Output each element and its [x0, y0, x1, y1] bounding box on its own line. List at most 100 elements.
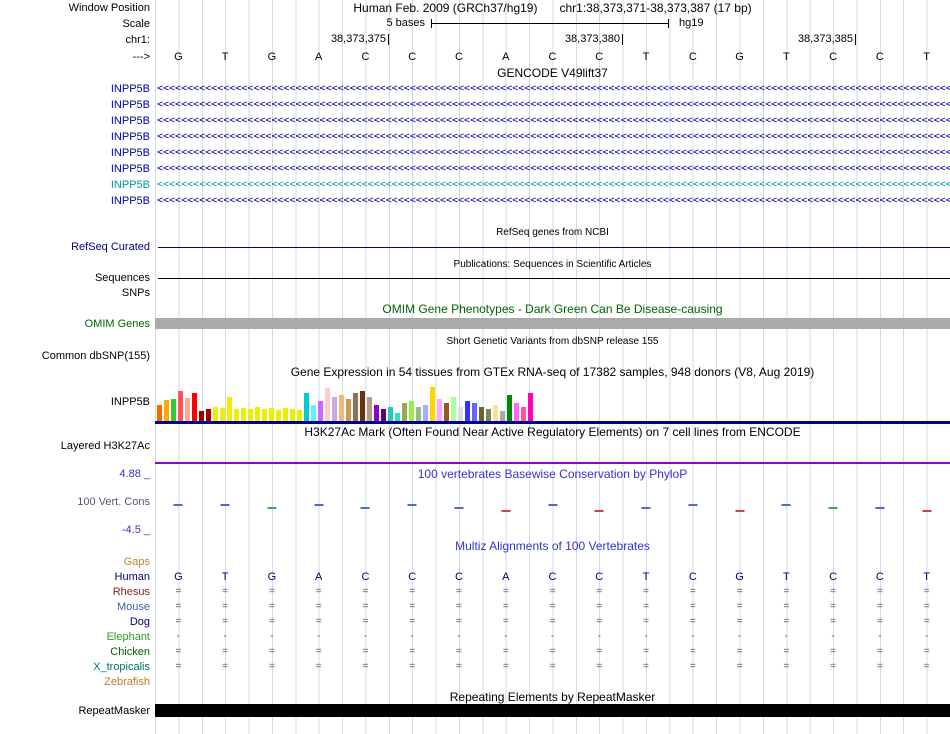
- track-label-layered-h3k27ac[interactable]: Layered H3K27Ac: [60, 440, 150, 452]
- track-label-omim-genes[interactable]: OMIM Genes: [84, 318, 150, 330]
- alignment-symbol: =: [876, 601, 883, 612]
- track-label-snps[interactable]: SNPs: [121, 287, 150, 299]
- dbsnp-track[interactable]: [155, 348, 950, 364]
- track-label-refseq-curated[interactable]: RefSeq Curated: [71, 241, 150, 253]
- alignment-symbol: =: [830, 646, 837, 657]
- phylop-min-value: -4.5 _: [121, 524, 150, 536]
- h3k27ac-track[interactable]: [155, 440, 950, 466]
- alignment-row[interactable]: = = = = = = = = = = = = = = = = =: [155, 614, 950, 629]
- omim-track-title[interactable]: OMIM Gene Phenotypes - Dark Green Can Be…: [382, 302, 723, 316]
- alignment-symbol: =: [268, 601, 275, 612]
- alignment-symbol: -: [784, 631, 788, 642]
- track-label-inpp5b[interactable]: INPP5B: [110, 115, 150, 127]
- dbsnp-track-title[interactable]: Short Genetic Variants from dbSNP releas…: [446, 336, 659, 347]
- track-label-inpp5b[interactable]: INPP5B: [110, 83, 150, 95]
- alignment-row[interactable]: = = = = = = = = = = = = = = = = =: [155, 584, 950, 599]
- alignment-row[interactable]: -----------------: [155, 629, 950, 644]
- species-label-chicken[interactable]: Chicken: [110, 645, 150, 658]
- sequences-track[interactable]: [155, 271, 950, 285]
- tissue-expression-bar: [528, 393, 533, 421]
- multiz-track-title[interactable]: Multiz Alignments of 100 Vertebrates: [455, 539, 650, 553]
- gene-strand-arrows[interactable]: <<<<<<<<<<<<<<<<<<<<<<<<<<<<<<<<<<<<<<<<…: [157, 147, 950, 158]
- gene-strand-arrows[interactable]: <<<<<<<<<<<<<<<<<<<<<<<<<<<<<<<<<<<<<<<<…: [157, 99, 950, 110]
- track-label-inpp5b[interactable]: INPP5B: [110, 99, 150, 111]
- phylop-tick: [548, 504, 557, 506]
- publications-track-title[interactable]: Publications: Sequences in Scientific Ar…: [453, 259, 652, 270]
- track-label-inpp5b[interactable]: INPP5B: [110, 131, 150, 143]
- gtex-track-title[interactable]: Gene Expression in 54 tissues from GTEx …: [290, 365, 815, 379]
- phylop-track-title[interactable]: 100 vertebrates Basewise Conservation by…: [417, 467, 688, 481]
- alignment-row[interactable]: [155, 674, 950, 689]
- track-label-inpp5b[interactable]: INPP5B: [110, 147, 150, 159]
- species-label-human[interactable]: Human: [114, 570, 150, 583]
- phylop-tick: [454, 507, 464, 509]
- gene-strand-arrows[interactable]: <<<<<<<<<<<<<<<<<<<<<<<<<<<<<<<<<<<<<<<<…: [157, 115, 950, 126]
- sequences-line: [158, 278, 950, 279]
- species-label-rhesus[interactable]: Rhesus: [112, 585, 150, 598]
- omim-genes-row: OMIM Genes: [0, 317, 950, 331]
- gene-strand-arrows[interactable]: <<<<<<<<<<<<<<<<<<<<<<<<<<<<<<<<<<<<<<<<…: [157, 83, 950, 94]
- species-label-zebrafish[interactable]: Zebrafish: [104, 675, 150, 688]
- tissue-expression-bar: [486, 409, 491, 421]
- base-letter: C: [688, 50, 697, 63]
- alignment-row[interactable]: = = = = = = = = = = = = = = = = =: [155, 644, 950, 659]
- gene-strand-arrows[interactable]: <<<<<<<<<<<<<<<<<<<<<<<<<<<<<<<<<<<<<<<<…: [157, 195, 950, 206]
- tissue-expression-bar: [416, 407, 421, 421]
- track-label-inpp5b[interactable]: INPP5B: [110, 195, 150, 207]
- base-letter: A: [502, 50, 510, 63]
- gtex-expression-track[interactable]: [155, 380, 950, 424]
- base-letter: T: [221, 50, 229, 63]
- track-label-repeatmasker[interactable]: RepeatMasker: [78, 705, 150, 717]
- track-label-gaps[interactable]: Gaps: [123, 555, 150, 568]
- gene-row: INPP5B <<<<<<<<<<<<<<<<<<<<<<<<<<<<<<<<<<…: [0, 161, 950, 177]
- alignment-symbol: =: [596, 586, 603, 597]
- repeatmasker-track-title[interactable]: Repeating Elements by RepeatMasker: [449, 689, 656, 704]
- tissue-expression-bar: [192, 393, 197, 421]
- alignment-row[interactable]: = = = = = = = = = = = = = = = = =: [155, 599, 950, 614]
- repeatmasker-track[interactable]: [155, 704, 950, 718]
- alignment-symbol: =: [689, 586, 696, 597]
- species-label-dog[interactable]: Dog: [129, 615, 150, 628]
- tissue-expression-bar: [381, 409, 386, 421]
- alignment-symbol: =: [315, 601, 322, 612]
- tissue-expression-bar: [360, 391, 365, 421]
- track-label-gtex-inpp5b[interactable]: INPP5B: [110, 396, 150, 408]
- refseq-curated-track[interactable]: [155, 240, 950, 254]
- alignment-row[interactable]: = = = = = = = = = = = = = = = = =: [155, 659, 950, 674]
- species-label-elephant[interactable]: Elephant: [106, 630, 150, 643]
- alignment-symbol: =: [736, 616, 743, 627]
- species-label-mouse[interactable]: Mouse: [116, 600, 150, 613]
- alignment-symbol: =: [596, 661, 603, 672]
- tissue-expression-bar: [423, 405, 428, 421]
- phylop-conservation-track[interactable]: [155, 482, 950, 522]
- alignment-symbol: =: [456, 646, 462, 657]
- snps-track[interactable]: [155, 285, 950, 301]
- gtex-bar-chart: [157, 387, 533, 421]
- omim-genes-track[interactable]: [155, 317, 950, 331]
- alignment-symbol: G: [174, 570, 183, 583]
- alignment-symbol: =: [830, 586, 837, 597]
- h3k27ac-track-title[interactable]: H3K27Ac Mark (Often Found Near Active Re…: [304, 425, 801, 439]
- refseq-track-title[interactable]: RefSeq genes from NCBI: [496, 227, 609, 238]
- gaps-track[interactable]: [155, 554, 950, 569]
- track-label-100-vert-cons[interactable]: 100 Vert. Cons: [77, 496, 150, 508]
- phylop-min-row: -4.5 _: [0, 522, 950, 538]
- gencode-track-title[interactable]: GENCODE V49lift37: [497, 66, 608, 80]
- species-label-x_tropicalis[interactable]: X_tropicalis: [93, 660, 150, 673]
- gene-strand-arrows[interactable]: <<<<<<<<<<<<<<<<<<<<<<<<<<<<<<<<<<<<<<<<…: [157, 131, 950, 142]
- track-label-inpp5b[interactable]: INPP5B: [110, 163, 150, 175]
- track-label-sequences[interactable]: Sequences: [94, 272, 150, 284]
- alignment-symbol: =: [783, 646, 790, 657]
- alignment-symbol: =: [409, 661, 416, 672]
- alignment-symbol: =: [643, 601, 649, 612]
- alignment-symbol: -: [644, 631, 648, 642]
- tissue-expression-bar: [234, 409, 239, 421]
- gene-strand-arrows[interactable]: <<<<<<<<<<<<<<<<<<<<<<<<<<<<<<<<<<<<<<<<…: [157, 179, 950, 190]
- track-label-common-dbsnp[interactable]: Common dbSNP(155): [41, 350, 150, 362]
- alignment-symbol: =: [268, 586, 275, 597]
- track-label-inpp5b[interactable]: INPP5B: [110, 179, 150, 191]
- gene-strand-arrows[interactable]: <<<<<<<<<<<<<<<<<<<<<<<<<<<<<<<<<<<<<<<<…: [157, 163, 950, 174]
- tissue-expression-bar: [171, 399, 176, 421]
- tissue-expression-bar: [276, 410, 281, 421]
